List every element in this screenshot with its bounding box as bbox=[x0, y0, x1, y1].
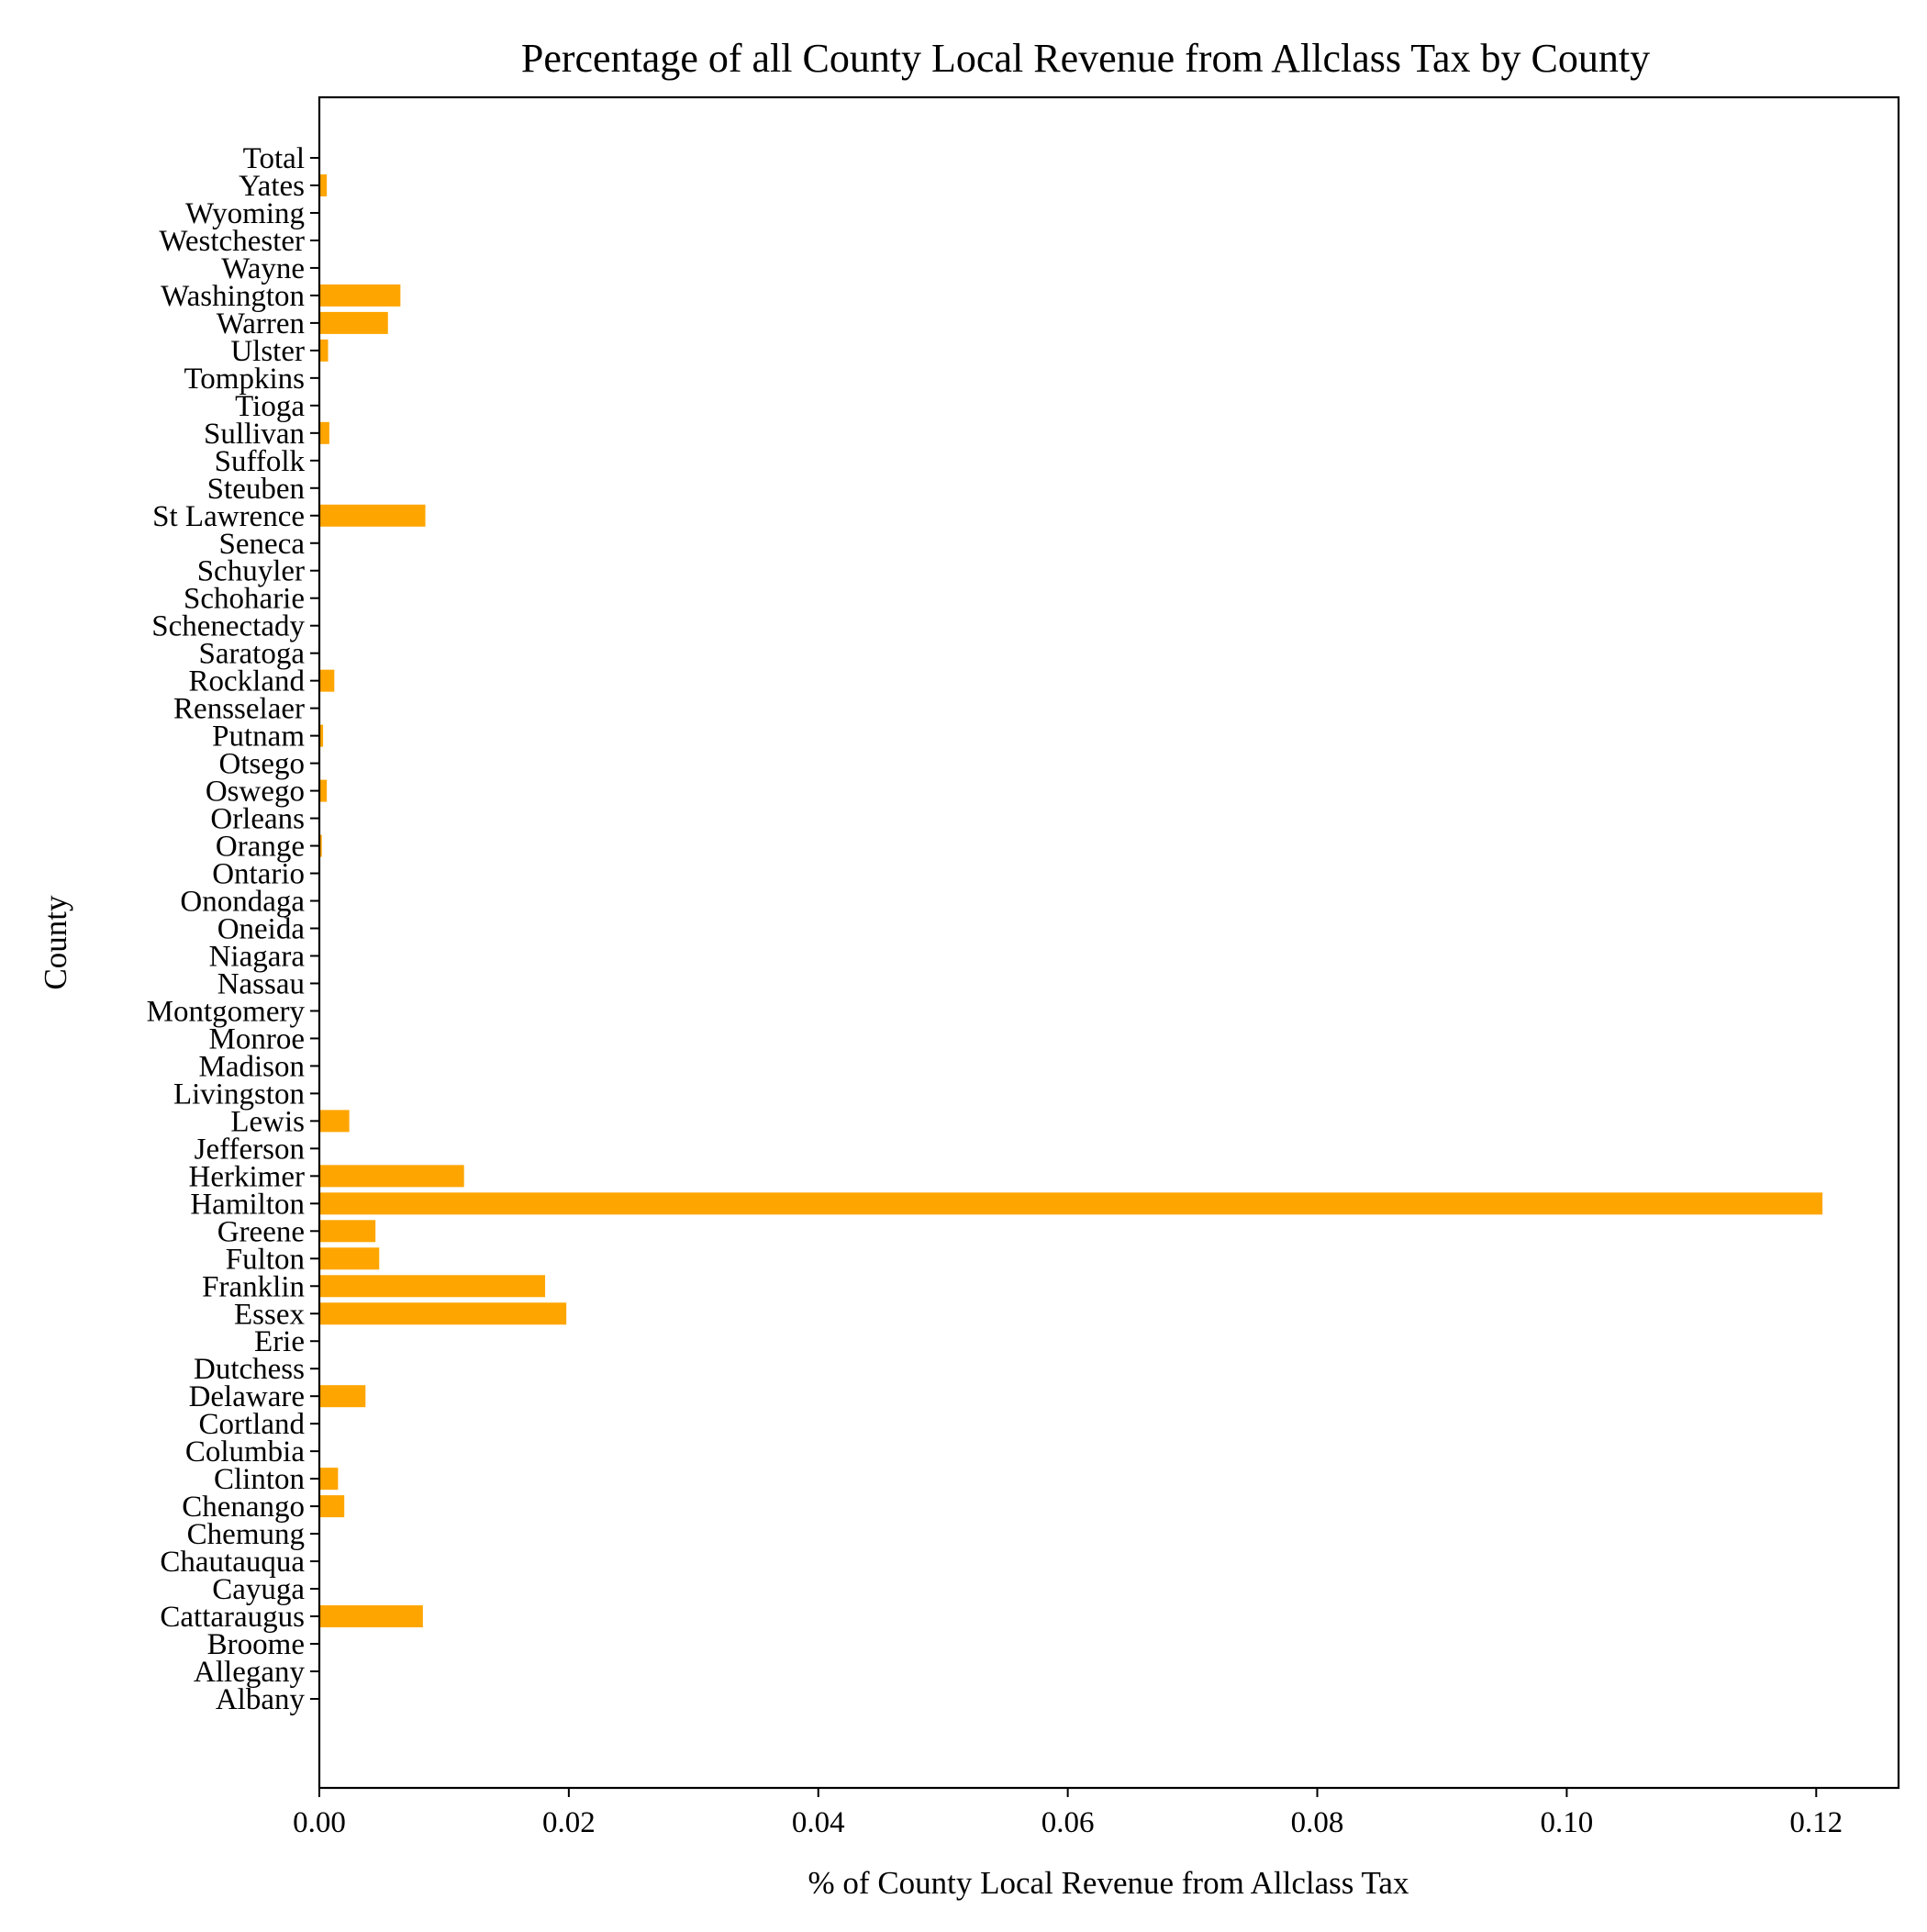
y-tick-label: Rensselaer bbox=[173, 693, 305, 726]
y-tick-label: Madison bbox=[199, 1050, 306, 1083]
y-tick-label: Orange bbox=[216, 831, 305, 864]
y-tick-label: Greene bbox=[217, 1215, 305, 1248]
y-ticks: AlbanyAlleganyBroomeCattaraugusCayugaCha… bbox=[147, 142, 319, 1716]
y-tick-label: Orleans bbox=[210, 803, 305, 836]
y-tick-label: Hamilton bbox=[190, 1188, 305, 1221]
y-tick-label: Lewis bbox=[230, 1105, 305, 1138]
y-tick-label: Livingston bbox=[173, 1078, 305, 1111]
y-tick-label: Rockland bbox=[189, 665, 306, 698]
bar-franklin bbox=[319, 1275, 546, 1298]
y-tick-label: Chemung bbox=[187, 1518, 305, 1551]
bar-chenango bbox=[319, 1495, 345, 1518]
y-tick-label: Ulster bbox=[230, 335, 305, 368]
y-tick-label: Onondaga bbox=[180, 886, 305, 919]
bar-sullivan bbox=[319, 421, 329, 444]
y-tick-label: Dutchess bbox=[194, 1353, 305, 1386]
y-tick-label: Jefferson bbox=[195, 1133, 305, 1166]
y-tick-label: Erie bbox=[254, 1325, 305, 1358]
bar-cattaraugus bbox=[319, 1605, 423, 1628]
bar-ulster bbox=[319, 339, 329, 362]
y-tick-label: Westchester bbox=[159, 225, 305, 258]
y-tick-label: Suffolk bbox=[215, 445, 306, 478]
bar-clinton bbox=[319, 1468, 339, 1491]
plot-frame bbox=[317, 95, 1900, 1790]
y-tick-label: Tioga bbox=[235, 390, 305, 423]
y-tick-label: Otsego bbox=[219, 748, 306, 781]
y-tick-label: Columbia bbox=[185, 1435, 306, 1469]
bar-hamilton bbox=[319, 1192, 1823, 1215]
y-tick-label: Cortland bbox=[199, 1408, 306, 1441]
y-tick-label: Schenectady bbox=[151, 610, 305, 643]
y-tick-label: Yates bbox=[239, 170, 305, 203]
y-tick-label: Sullivan bbox=[204, 418, 305, 451]
y-tick-label: Seneca bbox=[219, 528, 306, 561]
x-tick-label: 0.10 bbox=[1541, 1806, 1594, 1839]
y-tick-label: Wyoming bbox=[185, 197, 305, 230]
y-tick-label: Steuben bbox=[207, 473, 305, 506]
x-tick-label: 0.12 bbox=[1789, 1806, 1843, 1839]
y-tick-label: Fulton bbox=[226, 1243, 305, 1276]
y-tick-label: Schuyler bbox=[197, 555, 305, 588]
y-tick-label: Ontario bbox=[212, 858, 305, 891]
y-tick-label: St Lawrence bbox=[152, 500, 305, 533]
bar-st-lawrence bbox=[319, 504, 426, 527]
bar-washington bbox=[319, 284, 401, 307]
y-tick-label: Tompkins bbox=[184, 363, 305, 396]
y-tick-label: Total bbox=[243, 142, 305, 175]
y-tick-label: Saratoga bbox=[199, 638, 306, 671]
x-tick-label: 0.04 bbox=[792, 1806, 845, 1839]
bar-warren bbox=[319, 311, 388, 334]
x-tick-label: 0.06 bbox=[1041, 1806, 1095, 1839]
bar-herkimer bbox=[319, 1165, 464, 1188]
y-tick-label: Niagara bbox=[209, 940, 306, 973]
x-ticks: 0.00 0.02 0.04 0.06 0.08 0.10 0.12 bbox=[293, 1788, 1843, 1839]
y-tick-label: Schoharie bbox=[184, 583, 305, 616]
y-tick-label: Washington bbox=[161, 280, 305, 313]
bar-rockland bbox=[319, 669, 335, 692]
y-tick-label: Albany bbox=[216, 1683, 306, 1716]
bar-essex bbox=[319, 1302, 567, 1325]
bar-fulton bbox=[319, 1247, 380, 1270]
y-tick-label: Cayuga bbox=[212, 1573, 305, 1606]
y-tick-label: Chautauqua bbox=[160, 1546, 305, 1579]
y-tick-label: Cattaraugus bbox=[160, 1601, 305, 1634]
bar-lewis bbox=[319, 1110, 350, 1133]
y-tick-label: Chenango bbox=[182, 1491, 305, 1524]
x-tick-label: 0.02 bbox=[542, 1806, 596, 1839]
y-tick-label: Delaware bbox=[189, 1380, 305, 1413]
bar-yates bbox=[319, 173, 328, 196]
y-tick-label: Allegany bbox=[194, 1656, 305, 1689]
y-tick-label: Monroe bbox=[209, 1022, 305, 1055]
bars-layer bbox=[319, 173, 1823, 1628]
y-tick-label: Clinton bbox=[214, 1463, 305, 1496]
y-tick-label: Broome bbox=[207, 1628, 305, 1661]
y-tick-label: Putnam bbox=[212, 720, 305, 754]
y-tick-label: Wayne bbox=[221, 252, 305, 285]
x-tick-label: 0.08 bbox=[1291, 1806, 1344, 1839]
y-tick-label: Essex bbox=[234, 1298, 305, 1331]
y-axis-label: County bbox=[38, 895, 73, 990]
x-axis-label: % of County Local Revenue from Allclass … bbox=[808, 1865, 1409, 1901]
y-tick-label: Herkimer bbox=[189, 1160, 305, 1193]
y-tick-label: Franklin bbox=[202, 1270, 305, 1303]
bar-putnam bbox=[319, 724, 324, 747]
y-tick-label: Montgomery bbox=[147, 995, 306, 1028]
y-tick-label: Oneida bbox=[217, 913, 306, 946]
y-tick-label: Nassau bbox=[217, 967, 305, 1000]
y-tick-label: Oswego bbox=[206, 776, 305, 809]
x-tick-label: 0.00 bbox=[293, 1806, 346, 1839]
bar-greene bbox=[319, 1220, 376, 1243]
bar-oswego bbox=[319, 779, 328, 802]
bar-delaware bbox=[319, 1385, 366, 1408]
chart-title: Percentage of all County Local Revenue f… bbox=[521, 36, 1650, 81]
y-tick-label: Warren bbox=[217, 307, 305, 341]
bar-orange bbox=[319, 834, 322, 857]
